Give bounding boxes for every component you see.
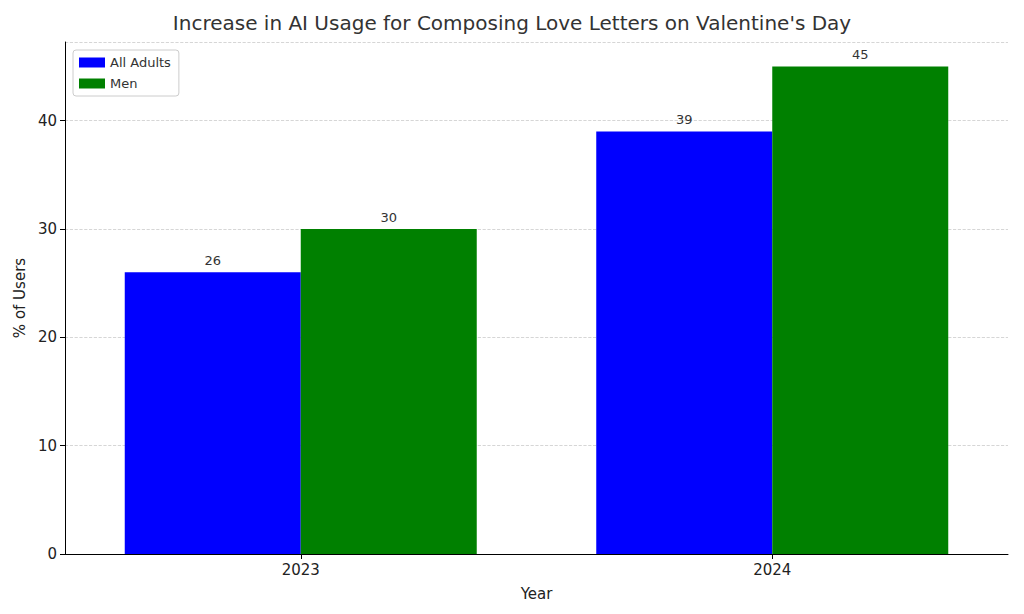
- svg-text:39: 39: [676, 112, 693, 127]
- svg-text:10: 10: [38, 437, 57, 455]
- svg-text:20: 20: [38, 328, 57, 346]
- svg-text:2023: 2023: [282, 561, 320, 579]
- svg-text:26: 26: [204, 253, 221, 268]
- svg-text:Increase in AI Usage for Compo: Increase in AI Usage for Composing Love …: [173, 11, 851, 35]
- svg-text:45: 45: [852, 47, 869, 62]
- svg-text:Year: Year: [520, 585, 554, 603]
- svg-text:30: 30: [38, 220, 57, 238]
- svg-text:0: 0: [47, 545, 57, 563]
- svg-text:% of Users: % of Users: [11, 258, 29, 338]
- svg-text:40: 40: [38, 112, 57, 130]
- svg-text:30: 30: [380, 210, 397, 225]
- svg-text:All Adults: All Adults: [110, 55, 171, 70]
- svg-text:2024: 2024: [753, 561, 791, 579]
- svg-text:Men: Men: [110, 76, 137, 91]
